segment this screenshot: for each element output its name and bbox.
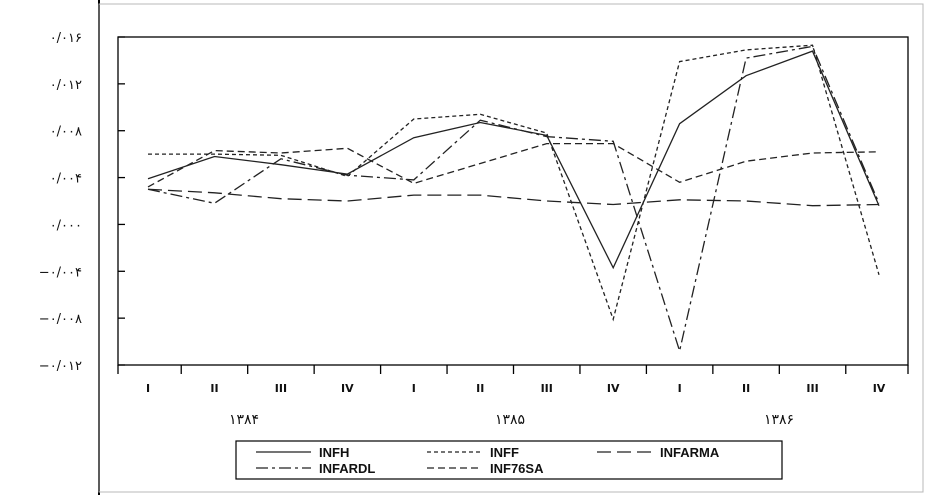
x-tick-label: III [275,382,287,395]
x-tick-label: I [412,382,416,395]
series-line-inf76sa [147,142,880,188]
legend-label-infh: INFH [319,445,349,460]
x-tick-label: IV [341,382,354,395]
series-line-infardl [147,45,880,354]
chart-border [98,3,924,493]
y-tick-label: −۰/۰۰۸ [39,312,82,327]
y-tick-label: ۰/۰۱۶ [50,31,82,46]
series-line-infh [147,50,880,270]
series-lines [147,44,880,354]
y-tick-label: ۰/۰۰۴ [50,172,82,187]
legend-label-infarma: INFARMA [660,445,720,460]
x-tick-label: III [541,382,553,395]
x-tick-label: III [806,382,818,395]
series-line-infarma [147,188,880,207]
x-tick-label: I [146,382,150,395]
series-line-inff [148,44,880,322]
x-tick-label: I [678,382,682,395]
legend-box [235,440,783,480]
legend-label-infardl: INFARDL [319,461,375,476]
y-axis: ۰/۰۱۶ ۰/۰۱۲ ۰/۰۰۸ ۰/۰۰۴ ۰/۰۰۰ −۰/۰۰۴ −۰/۰۰۸ −۰/… [39,31,125,374]
plot-area [117,36,909,366]
legend: INFH INFF INFARMA INFARDL INF76SA [235,440,783,480]
year-label: ۱۳۸۶ [764,412,794,428]
y-tick-label: ۰/۰۰۰ [50,218,82,233]
y-tick-label: ۰/۰۱۲ [50,78,82,93]
legend-label-inf76sa: INF76SA [490,461,544,476]
x-tick-label: IV [607,382,620,395]
y-tick-label: ۰/۰۰۸ [50,125,82,140]
x-tick-label: II [742,382,750,395]
y-tick-label: −۰/۰۱۲ [39,359,82,374]
x-tick-label: IV [873,382,886,395]
year-label: ۱۳۸۴ [229,412,259,428]
x-tick-label: II [210,382,218,395]
year-label: ۱۳۸۵ [495,412,525,428]
legend-label-inff: INFF [490,445,519,460]
x-tick-label: II [476,382,484,395]
y-tick-label: −۰/۰۰۴ [39,265,82,280]
